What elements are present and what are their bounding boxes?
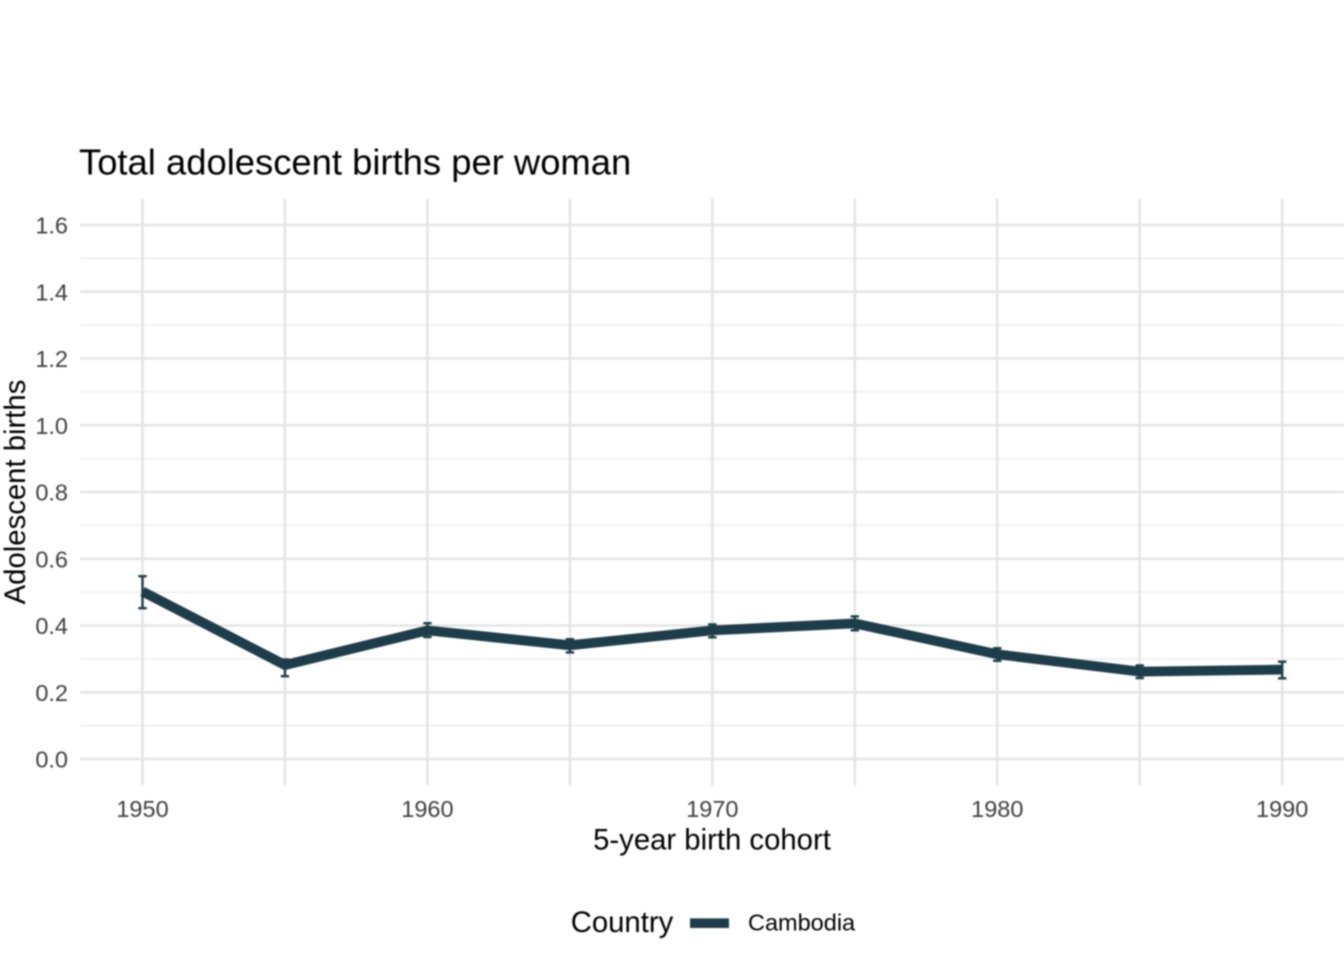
svg-text:1960: 1960 bbox=[401, 796, 453, 822]
svg-text:1970: 1970 bbox=[686, 796, 738, 822]
svg-text:0.2: 0.2 bbox=[35, 680, 68, 706]
svg-text:0.0: 0.0 bbox=[35, 747, 68, 773]
svg-text:0.6: 0.6 bbox=[35, 546, 68, 572]
svg-text:1980: 1980 bbox=[971, 796, 1023, 822]
svg-text:1.6: 1.6 bbox=[35, 213, 68, 239]
svg-text:1.2: 1.2 bbox=[35, 346, 68, 372]
svg-text:1990: 1990 bbox=[1256, 796, 1308, 822]
svg-text:1.0: 1.0 bbox=[35, 413, 68, 439]
svg-text:1950: 1950 bbox=[116, 796, 168, 822]
svg-text:0.4: 0.4 bbox=[35, 613, 68, 639]
svg-text:5-year birth cohort: 5-year birth cohort bbox=[593, 824, 831, 857]
svg-text:0.8: 0.8 bbox=[35, 480, 68, 506]
svg-text:Total adolescent births per wo: Total adolescent births per woman bbox=[79, 142, 631, 183]
svg-text:Adolescent births: Adolescent births bbox=[0, 380, 32, 605]
svg-text:Country: Country bbox=[571, 906, 674, 939]
svg-text:1.4: 1.4 bbox=[35, 279, 68, 305]
svg-text:Cambodia: Cambodia bbox=[748, 910, 856, 936]
